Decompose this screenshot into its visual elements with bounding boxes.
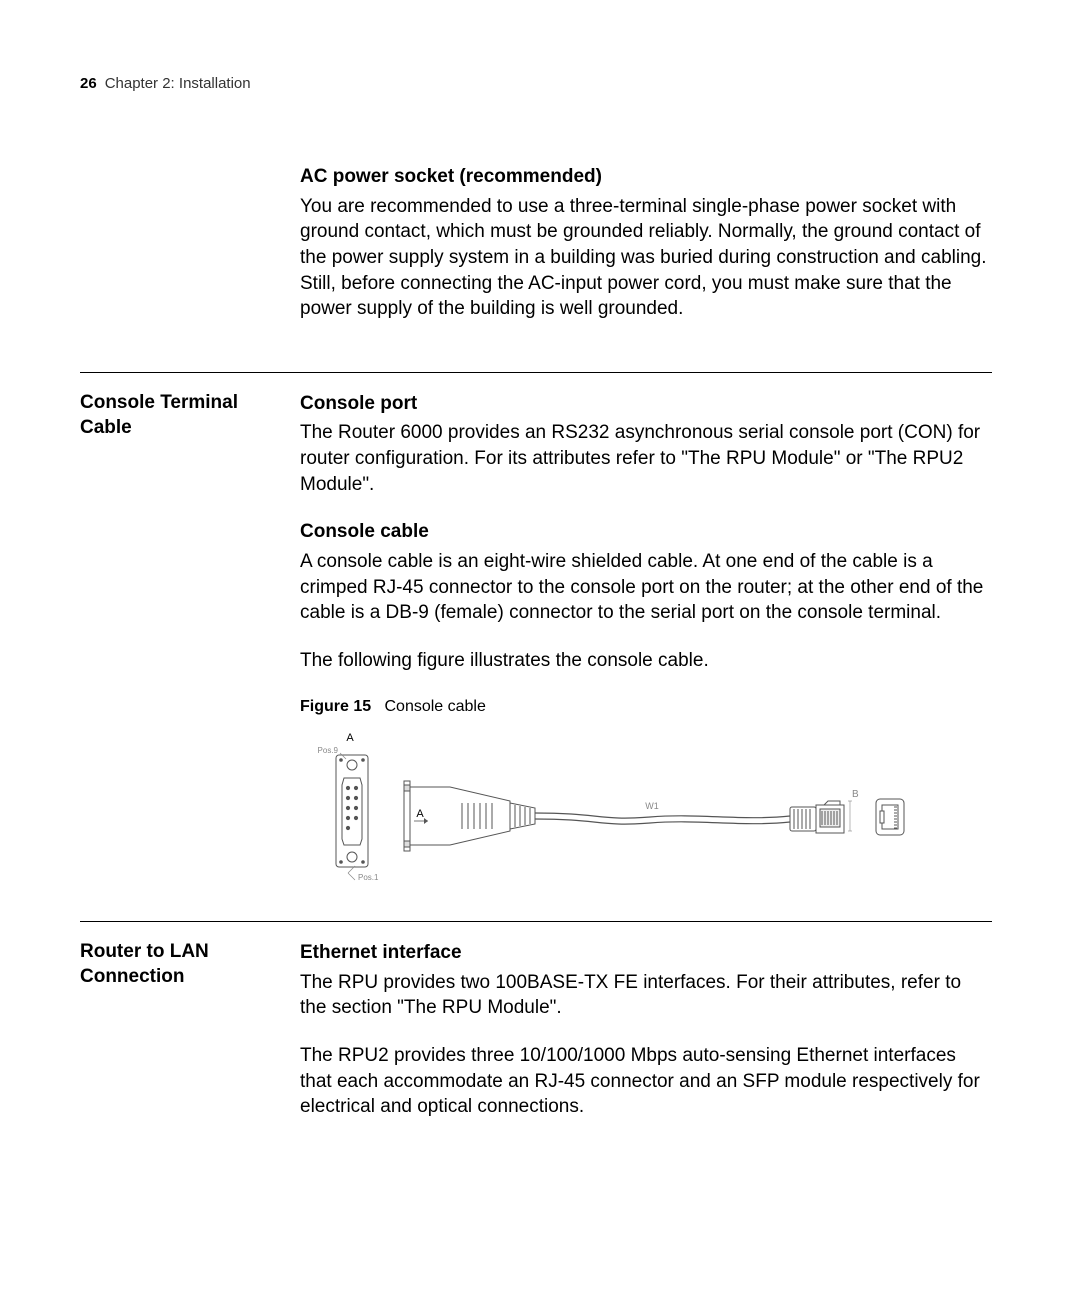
subhead-ethernet: Ethernet interface — [300, 940, 992, 966]
side-col-lan: Router to LAN Connection — [80, 940, 300, 989]
fig-label-pos1: Pos.1 — [358, 873, 379, 882]
main-col-console: Console port The Router 6000 provides an… — [300, 391, 992, 893]
fig-label-pos9: Pos.9 — [318, 746, 339, 755]
side-col-console: Console Terminal Cable — [80, 391, 300, 440]
chapter-label: Chapter 2: Installation — [105, 75, 251, 92]
main-col-lan: Ethernet interface The RPU provides two … — [300, 940, 992, 1142]
figure-15-console-cable: A Pos.9 Pos.1 — [300, 723, 910, 893]
para-console-cable-2: The following figure illustrates the con… — [300, 648, 992, 674]
fig-label-A-top: A — [346, 732, 354, 744]
fig-label-A-mid: A — [416, 808, 424, 820]
side-heading-lan: Router to LAN Connection — [80, 940, 280, 989]
running-header: 26 Chapter 2: Installation — [80, 75, 992, 92]
para-ethernet-2: The RPU2 provides three 10/100/1000 Mbps… — [300, 1043, 992, 1120]
para-ethernet-1: The RPU provides two 100BASE-TX FE inter… — [300, 970, 992, 1021]
divider-2 — [80, 921, 992, 922]
para-ac-power: You are recommended to use a three-termi… — [300, 194, 992, 322]
para-console-cable-1: A console cable is an eight-wire shielde… — [300, 549, 992, 626]
figure-label: Figure 15 — [300, 698, 371, 715]
figure-caption: Figure 15 Console cable — [300, 696, 992, 718]
section-router-lan: Router to LAN Connection Ethernet interf… — [80, 940, 992, 1142]
page-number: 26 — [80, 75, 97, 92]
para-console-port: The Router 6000 provides an RS232 asynch… — [300, 420, 992, 497]
fig-label-W1: W1 — [645, 801, 659, 811]
main-col-ac-power: AC power socket (recommended) You are re… — [300, 164, 992, 344]
side-heading-console: Console Terminal Cable — [80, 391, 280, 440]
fig-label-B: B — [852, 789, 859, 800]
section-console-cable: Console Terminal Cable Console port The … — [80, 391, 992, 893]
divider-1 — [80, 372, 992, 373]
subhead-console-port: Console port — [300, 391, 992, 417]
figure-caption-text: Console cable — [384, 698, 485, 715]
subhead-ac-power: AC power socket (recommended) — [300, 164, 992, 190]
section-ac-power: AC power socket (recommended) You are re… — [80, 164, 992, 344]
subhead-console-cable: Console cable — [300, 519, 992, 545]
